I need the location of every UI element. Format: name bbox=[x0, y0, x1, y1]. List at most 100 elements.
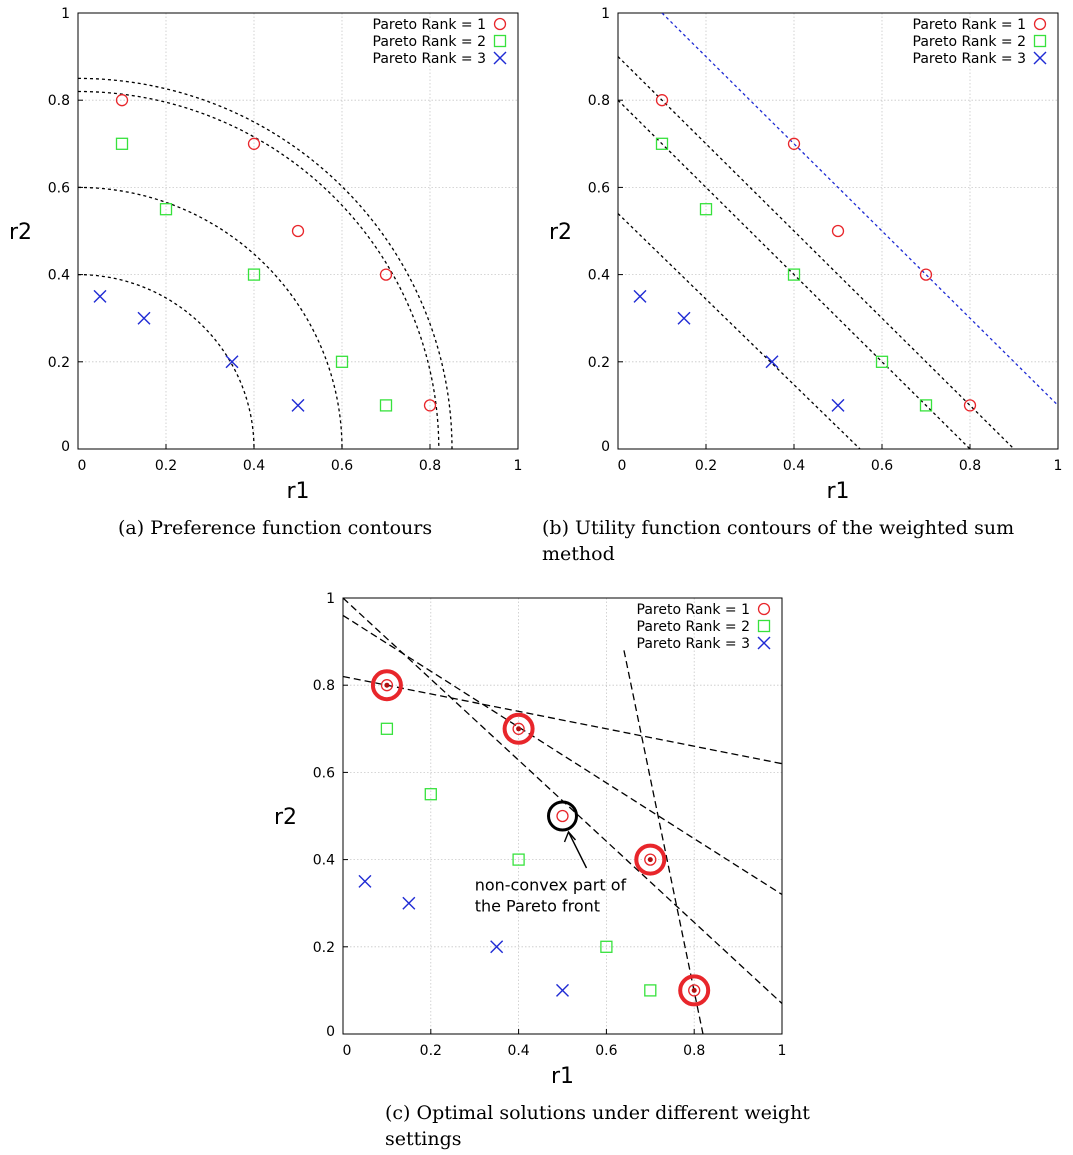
point-rank-2 bbox=[380, 722, 394, 735]
y-tick-label: 1 bbox=[326, 591, 335, 607]
caption-a: (a) Preference function contours bbox=[118, 517, 433, 539]
point-rank-3 bbox=[402, 896, 416, 910]
point-rank-1 bbox=[919, 268, 933, 281]
point-rank-2 bbox=[424, 788, 437, 801]
y-tick-label: 0 bbox=[601, 439, 610, 455]
legend-label: Pareto Rank = 3 bbox=[373, 51, 486, 67]
y-axis-label: r2 bbox=[274, 805, 297, 830]
y-axis-label: r2 bbox=[9, 220, 32, 245]
y-tick-label: 0 bbox=[326, 1024, 335, 1040]
point-rank-1 bbox=[655, 94, 669, 107]
legend-marker bbox=[757, 636, 771, 650]
legend-marker bbox=[1033, 17, 1047, 31]
legend-label: Pareto Rank = 2 bbox=[637, 619, 750, 635]
y-tick-label: 0.4 bbox=[48, 268, 70, 284]
point-rank-2 bbox=[600, 940, 613, 953]
legend-marker bbox=[493, 51, 507, 65]
points-a bbox=[93, 94, 437, 412]
point-rank-1 bbox=[291, 224, 305, 238]
plot-frame-b bbox=[617, 12, 1059, 450]
contour-line bbox=[661, 13, 1058, 406]
x-tick-label: 0 bbox=[618, 458, 627, 474]
contours-c bbox=[343, 598, 782, 1034]
y-tick-label: 0.4 bbox=[313, 853, 335, 869]
highlight-dot bbox=[691, 987, 697, 993]
x-tick-label: 0.8 bbox=[683, 1043, 705, 1059]
contour-line bbox=[618, 213, 861, 449]
grid-c bbox=[343, 598, 782, 1034]
annotation-arrow bbox=[567, 831, 588, 869]
contour-line bbox=[618, 99, 971, 449]
contour-line bbox=[343, 675, 782, 765]
x-tick-label: 0.8 bbox=[959, 458, 981, 474]
panel-a: 0 0.2 0.4 0.6 0.8 1 0 0.2 0.4 0.6 0.8 1 r1 r2 Pareto R… bbox=[9, 6, 523, 504]
point-rank-3 bbox=[677, 311, 691, 325]
x-tick-label: 0.6 bbox=[331, 458, 353, 474]
y-tick-label: 1 bbox=[601, 6, 610, 22]
ticks-a: 0 0.2 0.4 0.6 0.8 1 0 0.2 0.4 0.6 0.8 1 bbox=[48, 6, 523, 474]
legend-label: Pareto Rank = 1 bbox=[637, 602, 750, 618]
x-tick-label: 0.6 bbox=[595, 1043, 617, 1059]
point-rank-1 bbox=[247, 137, 261, 150]
point-rank-1 bbox=[380, 679, 394, 692]
highlight-dot bbox=[516, 726, 522, 732]
x-tick-label: 0.4 bbox=[507, 1043, 529, 1059]
highlight-ring bbox=[370, 669, 403, 702]
contour-line bbox=[618, 56, 1015, 449]
legend-marker bbox=[1033, 51, 1047, 65]
legend-label: Pareto Rank = 1 bbox=[373, 17, 486, 33]
y-axis-label: r2 bbox=[549, 220, 572, 245]
points-c bbox=[358, 679, 701, 997]
point-rank-3 bbox=[291, 398, 305, 412]
point-rank-1 bbox=[644, 853, 657, 866]
point-rank-3 bbox=[358, 874, 372, 888]
point-rank-2 bbox=[247, 268, 261, 281]
point-rank-1 bbox=[963, 399, 977, 412]
caption-b: (b) Utility function contours of the wei… bbox=[542, 517, 1015, 565]
ticks-c: 0 0.2 0.4 0.6 0.8 1 0 0.2 0.4 0.6 0.8 1 bbox=[313, 591, 787, 1059]
y-tick-label: 0.6 bbox=[48, 180, 70, 196]
x-tick-label: 0.2 bbox=[420, 1043, 442, 1059]
x-tick-label: 1 bbox=[514, 458, 523, 474]
plot-frame-a bbox=[77, 12, 519, 450]
point-rank-1 bbox=[379, 268, 393, 281]
x-axis-label: r1 bbox=[286, 479, 309, 504]
legend-label: Pareto Rank = 2 bbox=[913, 34, 1026, 50]
point-rank-3 bbox=[633, 289, 647, 303]
y-tick-label: 0.2 bbox=[313, 940, 335, 956]
x-tick-label: 0.8 bbox=[419, 458, 441, 474]
annotation-c: non-convex part of the Pareto front bbox=[475, 830, 627, 916]
legend-marker bbox=[493, 34, 507, 48]
legend-label: Pareto Rank = 3 bbox=[637, 636, 750, 652]
annotation-text: non-convex part of bbox=[475, 876, 627, 895]
point-rank-1 bbox=[688, 984, 701, 997]
x-tick-label: 0.4 bbox=[783, 458, 805, 474]
point-rank-2 bbox=[919, 399, 933, 412]
ticks-b: 0 0.2 0.4 0.6 0.8 1 0 0.2 0.4 0.6 0.8 1 bbox=[588, 6, 1063, 474]
point-rank-3 bbox=[490, 940, 504, 954]
y-tick-label: 0 bbox=[61, 439, 70, 455]
point-rank-1 bbox=[512, 722, 525, 735]
y-tick-label: 0.2 bbox=[588, 355, 610, 371]
y-tick-label: 0.6 bbox=[313, 765, 335, 781]
x-axis-label: r1 bbox=[826, 479, 849, 504]
y-tick-label: 1 bbox=[61, 6, 70, 22]
point-rank-3 bbox=[225, 355, 239, 369]
grid-b bbox=[618, 13, 1058, 449]
x-tick-label: 0 bbox=[78, 458, 87, 474]
point-rank-2 bbox=[699, 203, 713, 216]
point-rank-2 bbox=[787, 268, 801, 281]
highlight-dots-c bbox=[384, 682, 697, 993]
contour-line bbox=[343, 614, 782, 896]
y-tick-label: 0.8 bbox=[48, 93, 70, 109]
point-rank-2 bbox=[512, 853, 525, 866]
point-rank-1 bbox=[556, 809, 569, 823]
panel-b: 0 0.2 0.4 0.6 0.8 1 0 0.2 0.4 0.6 0.8 1 r1 r2 Pareto R… bbox=[549, 6, 1063, 504]
point-rank-3 bbox=[831, 398, 845, 412]
contour-curve bbox=[78, 273, 255, 449]
highlight-ring bbox=[634, 843, 667, 876]
